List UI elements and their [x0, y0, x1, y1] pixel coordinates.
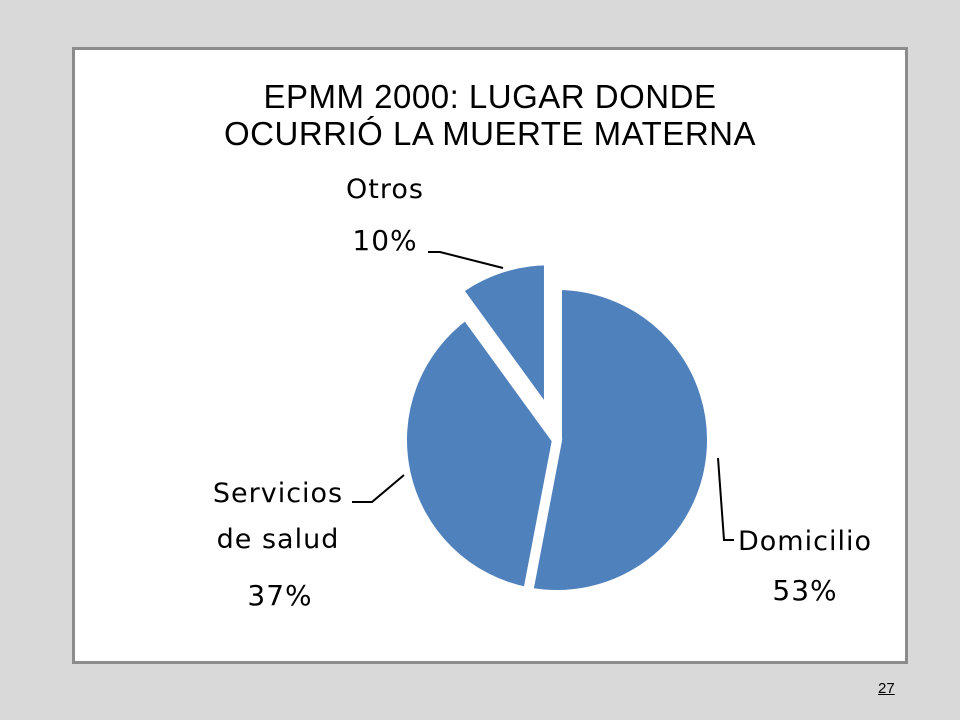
- chart-title-line-1: EPMM 2000: LUGAR DONDE: [263, 78, 717, 115]
- slice-percent-label: 37%: [247, 579, 312, 612]
- leader-line: [428, 251, 504, 269]
- slice-percent-label: 10%: [352, 224, 417, 257]
- chart-title: EPMM 2000: LUGAR DONDE OCURRIÓ LA MUERTE…: [75, 78, 905, 152]
- slice-name-label: Otros: [346, 174, 424, 205]
- slice-name-label: Servicios: [213, 478, 343, 509]
- pie-slice-domicilio: [522, 279, 717, 600]
- slice-name-label: Domicilio: [738, 526, 872, 557]
- chart-title-line-2: OCURRIÓ LA MUERTE MATERNA: [223, 115, 756, 152]
- pie-slice-servicios-de-salud: [397, 307, 563, 599]
- page-number: 27: [878, 680, 895, 697]
- leader-line: [352, 474, 405, 503]
- slice-name-label: de salud: [217, 524, 340, 555]
- leader-line: [717, 457, 734, 541]
- slice-percent-label: 53%: [772, 574, 837, 607]
